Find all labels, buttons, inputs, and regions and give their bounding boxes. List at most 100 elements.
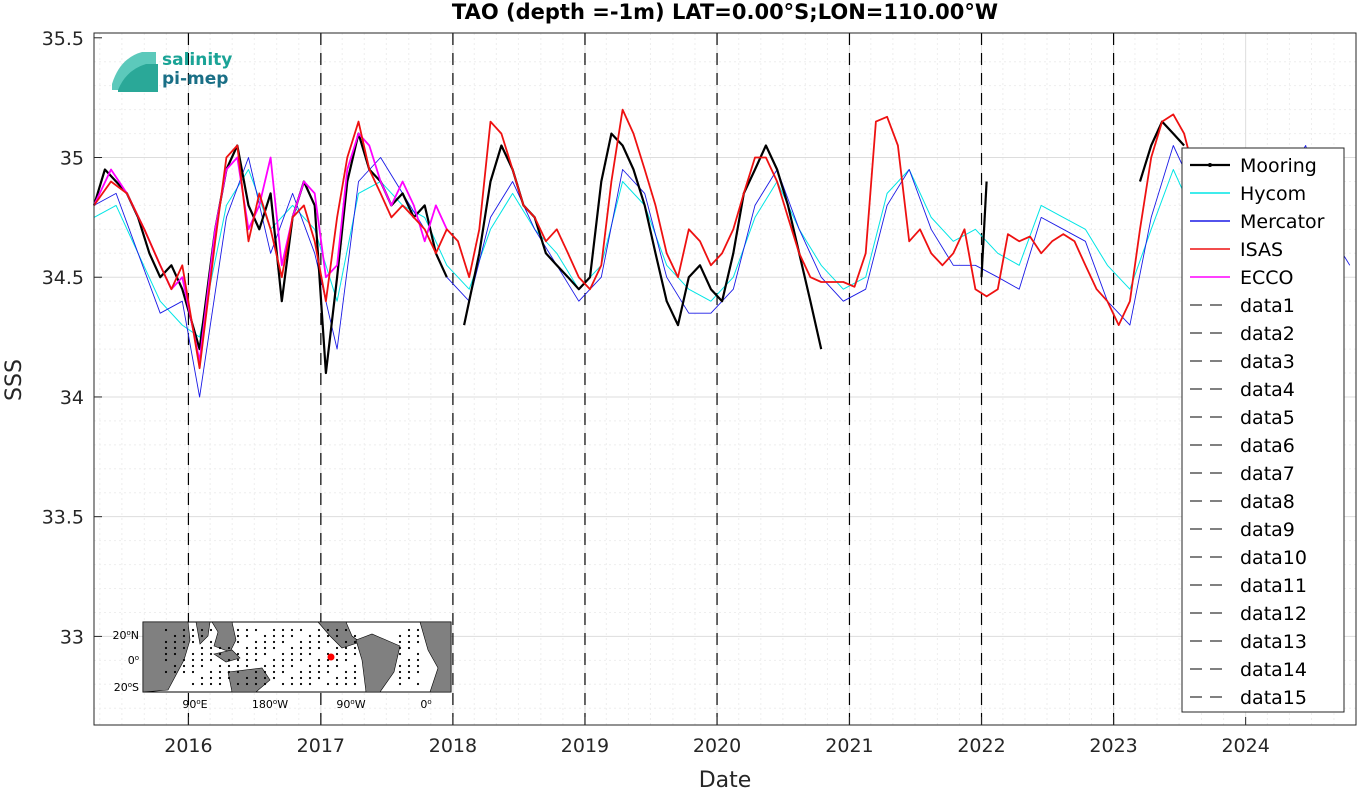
mooring-dot — [344, 676, 348, 680]
mooring-dot — [236, 664, 240, 668]
legend-label: data11 — [1240, 575, 1307, 597]
mooring-dot — [182, 670, 186, 674]
mooring-dot — [182, 634, 186, 638]
mooring-dot — [398, 670, 402, 674]
mooring-dot — [272, 628, 276, 632]
mooring-dot — [254, 646, 258, 650]
legend-label: data2 — [1240, 323, 1295, 345]
legend-item: data12 — [1190, 603, 1307, 625]
mooring-dot — [254, 670, 258, 674]
map-lon-label-180w: 180oW — [252, 698, 288, 711]
legend-label: data6 — [1240, 435, 1295, 457]
mooring-dot — [398, 646, 402, 650]
mooring-dot — [245, 634, 249, 638]
map-lat-label-20n: 20oN — [112, 629, 139, 642]
legend-label: data1 — [1240, 295, 1295, 317]
mooring-dot — [407, 676, 411, 680]
mooring-dot — [218, 676, 222, 680]
mooring-dot — [227, 658, 231, 662]
mooring-dot — [344, 682, 348, 686]
plot-frame — [93, 32, 1357, 726]
inset-map-land — [142, 621, 452, 693]
legend-label: data15 — [1240, 687, 1307, 709]
mooring-dot — [317, 640, 321, 644]
mooring-dot — [344, 652, 348, 656]
map-lat-label-20s: 20oS — [114, 681, 139, 694]
mooring-dot — [398, 676, 402, 680]
mooring-dot — [407, 664, 411, 668]
mooring-dot — [299, 682, 303, 686]
mooring-dot — [398, 652, 402, 656]
mooring-dot — [245, 628, 249, 632]
inset-map-lat-labels: 20oN 0o 20oS — [112, 629, 139, 694]
mooring-dot — [182, 628, 186, 632]
mooring-dot — [344, 628, 348, 632]
mooring-dot — [245, 652, 249, 656]
mooring-dot — [407, 634, 411, 638]
mooring-dot — [335, 658, 339, 662]
mooring-dot — [353, 652, 357, 656]
mooring-dot — [191, 664, 195, 668]
mooring-dot — [407, 670, 411, 674]
legend-item: data11 — [1190, 575, 1307, 597]
mooring-dot — [335, 628, 339, 632]
mooring-dot — [200, 646, 204, 650]
mooring-dot — [299, 670, 303, 674]
mooring-dot — [209, 640, 213, 644]
mooring-dot — [218, 670, 222, 674]
mooring-dot — [236, 652, 240, 656]
mooring-dot — [191, 628, 195, 632]
mooring-dot — [299, 676, 303, 680]
legend-label: ECCO — [1240, 267, 1294, 289]
mooring-dot — [317, 670, 321, 674]
mooring-dot — [416, 658, 420, 662]
mooring-dot — [191, 670, 195, 674]
mooring-dot — [353, 640, 357, 644]
x-tick-label: 2018 — [429, 735, 477, 757]
legend: Mooring Hycom Mercator ISAS ECCO data1 data2 da… — [1181, 147, 1345, 713]
mooring-dot — [272, 634, 276, 638]
mooring-dot — [209, 676, 213, 680]
mooring-dot — [317, 628, 321, 632]
chart-title: TAO (depth =-1m) LAT=0.00°S;LON=110.00°W — [452, 0, 998, 24]
mooring-dot — [254, 640, 258, 644]
mooring-dot — [335, 682, 339, 686]
legend-label: Mercator — [1240, 211, 1325, 233]
mooring-dot — [245, 658, 249, 662]
mooring-dot — [290, 664, 294, 668]
legend-item: data1 — [1190, 295, 1295, 317]
logo-wave-icon-2 — [118, 64, 158, 92]
mooring-dot — [200, 628, 204, 632]
mooring-dot — [191, 640, 195, 644]
mooring-dot — [353, 664, 357, 668]
legend-item: data8 — [1190, 491, 1295, 513]
mooring-dot — [290, 682, 294, 686]
mooring-dot — [164, 658, 168, 662]
mooring-dot — [245, 676, 249, 680]
legend-label: Hycom — [1240, 183, 1306, 205]
mooring-dot — [308, 640, 312, 644]
legend-item: data9 — [1190, 519, 1295, 541]
mooring-dot — [299, 652, 303, 656]
mooring-dot — [245, 682, 249, 686]
inset-map: 20oN 0o 20oS 90oE 180oW 90oW 0o — [112, 621, 452, 711]
legend-item: data4 — [1190, 379, 1295, 401]
mooring-dot — [191, 634, 195, 638]
legend-label: data8 — [1240, 491, 1295, 513]
mooring-dot — [164, 646, 168, 650]
mooring-dot — [290, 658, 294, 662]
mooring-dot — [308, 676, 312, 680]
series-line-isas — [93, 108, 1192, 370]
legend-item: data5 — [1190, 407, 1295, 429]
legend-item: data6 — [1190, 435, 1295, 457]
legend-label: data5 — [1240, 407, 1295, 429]
mooring-dot — [272, 664, 276, 668]
mooring-dot — [344, 658, 348, 662]
mooring-dot — [209, 682, 213, 686]
station-marker — [327, 653, 335, 661]
y-axis-label: SSS — [2, 359, 27, 401]
mooring-dot — [308, 634, 312, 638]
series-line-mooring — [1138, 120, 1185, 182]
mooring-dot — [263, 634, 267, 638]
